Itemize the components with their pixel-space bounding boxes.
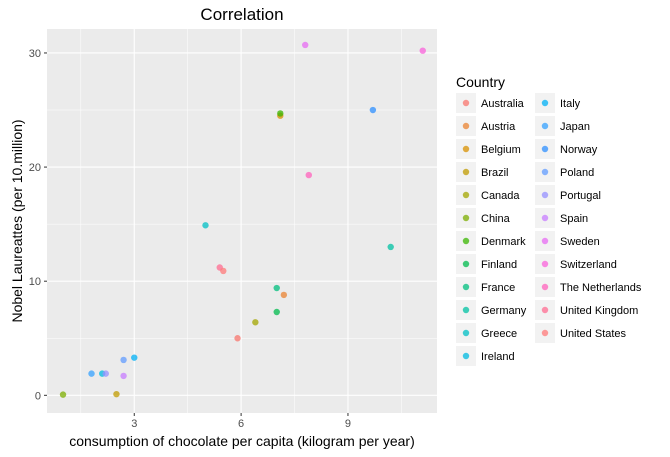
legend-swatch-sweden	[541, 237, 549, 245]
legend: Country Australia Austria Belgium Brazil Can…	[456, 74, 642, 366]
x-tick-label: 6	[238, 418, 244, 430]
point-switzerland	[419, 47, 426, 54]
legend-swatch-portugal	[541, 191, 549, 199]
legend-label-belgium: Belgium	[481, 144, 521, 156]
point-sweden	[302, 41, 309, 49]
point-china	[59, 391, 67, 398]
point-poland	[120, 356, 127, 364]
point-australia	[234, 335, 241, 342]
point-spain	[120, 372, 127, 380]
legend-swatch-japan	[541, 122, 549, 130]
legend-label-brazil: Brazil	[481, 167, 509, 179]
legend-swatch-greece	[462, 329, 470, 337]
legend-swatch-switzerland	[541, 260, 549, 268]
legend-title: Country	[456, 74, 505, 90]
point-germany	[387, 243, 394, 251]
point-the-netherlands	[305, 171, 312, 179]
legend-label-greece: Greece	[481, 328, 517, 340]
y-tick-label: 20	[29, 162, 41, 174]
legend-label-switzerland: Switzerland	[560, 259, 617, 271]
legend-label-poland: Poland	[560, 167, 594, 179]
x-tick-label: 3	[131, 418, 137, 430]
legend-label-the-netherlands: The Netherlands	[560, 282, 642, 294]
legend-swatch-australia	[462, 99, 470, 107]
legend-label-sweden: Sweden	[560, 236, 600, 248]
legend-label-norway: Norway	[560, 144, 598, 156]
legend-swatch-poland	[541, 168, 549, 176]
point-finland	[273, 308, 280, 316]
legend-swatch-belgium	[462, 145, 470, 153]
point-italy	[131, 354, 138, 361]
y-tick-label: 0	[35, 390, 41, 402]
y-axis-title: Nobel Laureattes (per 10.million)	[9, 119, 25, 322]
legend-swatch-united-states	[541, 329, 549, 337]
legend-label-italy: Italy	[560, 98, 581, 110]
plot-panel	[47, 29, 437, 413]
y-tick-label: 10	[29, 276, 41, 288]
legend-label-australia: Australia	[481, 98, 525, 110]
legend-swatch-brazil	[462, 168, 470, 176]
point-japan	[88, 370, 95, 377]
point-canada	[252, 319, 259, 326]
legend-swatch-canada	[462, 191, 470, 199]
legend-swatch-norway	[541, 145, 549, 153]
legend-label-spain: Spain	[560, 213, 588, 225]
legend-label-united-states: United States	[560, 328, 627, 340]
legend-label-china: China	[481, 213, 511, 225]
legend-swatch-germany	[462, 306, 470, 314]
point-norway	[369, 106, 377, 114]
y-axis-ticks: 0 10 20 30	[29, 48, 47, 402]
point-greece	[202, 222, 209, 229]
legend-swatch-denmark	[462, 237, 470, 245]
legend-swatch-ireland	[462, 352, 470, 360]
x-tick-label: 9	[345, 418, 351, 430]
legend-swatch-austria	[462, 122, 470, 130]
legend-label-united-kingdom: United Kingdom	[560, 305, 638, 317]
legend-label-denmark: Denmark	[481, 236, 526, 248]
panel-background	[47, 29, 437, 413]
legend-label-portugal: Portugal	[560, 190, 601, 202]
legend-swatch-france	[462, 283, 470, 291]
point-united-states	[220, 267, 227, 275]
x-axis-title: consumption of chocolate per capita (kil…	[69, 433, 415, 449]
chart-title: Correlation	[200, 5, 283, 24]
legend-label-ireland: Ireland	[481, 351, 515, 363]
legend-label-canada: Canada	[481, 190, 520, 202]
legend-label-france: France	[481, 282, 515, 294]
legend-swatch-united-kingdom	[541, 306, 549, 314]
y-tick-label: 30	[29, 48, 41, 60]
legend-swatch-china	[462, 214, 470, 222]
legend-label-austria: Austria	[481, 121, 516, 133]
point-brazil	[113, 390, 120, 398]
point-portugal	[102, 370, 109, 377]
legend-swatch-finland	[462, 260, 470, 268]
x-axis-ticks: 3 6 9	[131, 413, 351, 430]
data-points	[59, 41, 426, 398]
legend-swatch-the-netherlands	[541, 283, 549, 291]
point-austria	[280, 291, 288, 299]
legend-label-japan: Japan	[560, 121, 590, 133]
point-denmark	[277, 110, 284, 117]
legend-swatch-spain	[541, 214, 549, 222]
legend-label-finland: Finland	[481, 259, 517, 271]
legend-swatch-italy	[541, 99, 549, 107]
point-france	[273, 284, 280, 292]
legend-label-germany: Germany	[481, 305, 527, 317]
